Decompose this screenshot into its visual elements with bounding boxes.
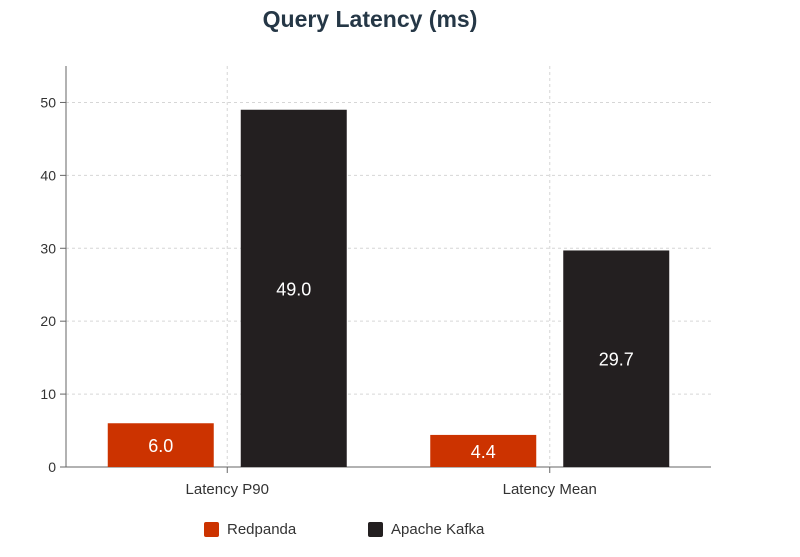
bar-apache-kafka[interactable] bbox=[240, 109, 347, 467]
legend-swatch-redpanda bbox=[204, 522, 219, 537]
data-label-redpanda: 4.4 bbox=[471, 442, 496, 462]
legend-swatch-apache-kafka bbox=[368, 522, 383, 537]
y-tick-label: 20 bbox=[40, 313, 56, 329]
y-tick-label: 10 bbox=[40, 386, 56, 402]
bar-redpanda[interactable] bbox=[107, 423, 214, 467]
legend-label-apache-kafka: Apache Kafka bbox=[391, 521, 485, 538]
legend-item-apache-kafka[interactable]: Apache Kafka bbox=[368, 521, 484, 538]
bar-redpanda[interactable] bbox=[430, 434, 537, 467]
legend-item-redpanda[interactable]: Redpanda bbox=[204, 521, 296, 538]
y-tick-label: 40 bbox=[40, 167, 56, 183]
chart-title: Query Latency (ms) bbox=[262, 6, 478, 32]
data-label-apache-kafka: 29.7 bbox=[599, 350, 634, 370]
y-tick-label: 50 bbox=[40, 94, 56, 110]
x-tick-label: Latency P90 bbox=[186, 481, 269, 498]
legend-label-redpanda: Redpanda bbox=[227, 521, 297, 538]
bar-apache-kafka[interactable] bbox=[563, 250, 670, 467]
y-tick-label: 30 bbox=[40, 240, 56, 256]
y-tick-label: 0 bbox=[48, 459, 56, 475]
data-label-apache-kafka: 49.0 bbox=[276, 279, 311, 299]
x-tick-label: Latency Mean bbox=[503, 481, 597, 498]
data-label-redpanda: 6.0 bbox=[148, 436, 173, 456]
